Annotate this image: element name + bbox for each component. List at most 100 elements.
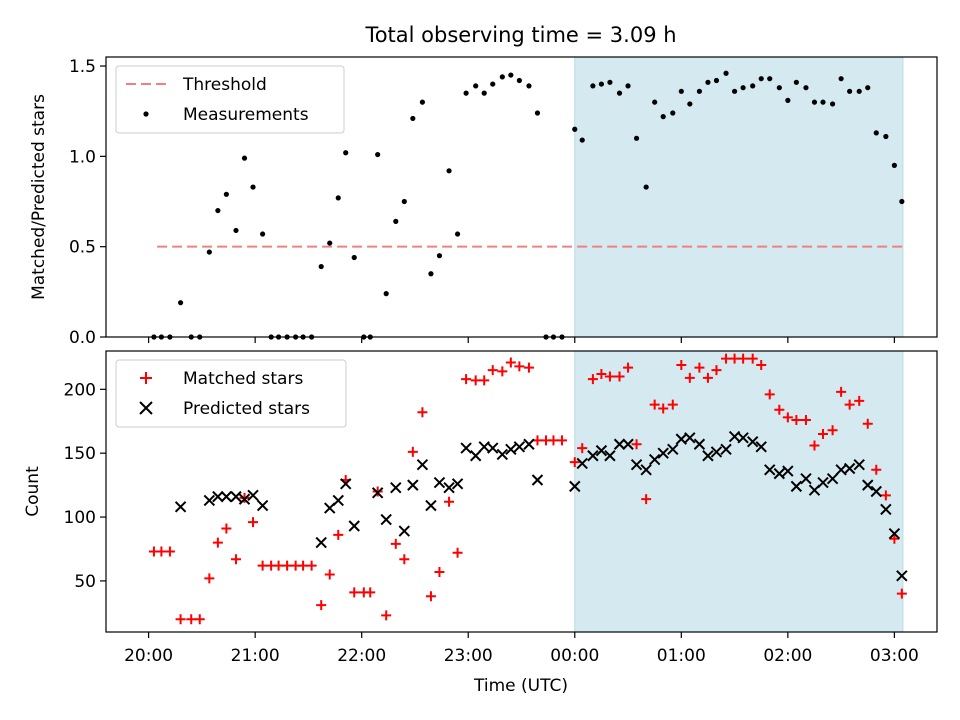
data-point	[250, 184, 256, 190]
data-point	[746, 435, 759, 448]
data-point	[764, 464, 776, 476]
data-point	[390, 538, 401, 549]
data-point	[470, 375, 481, 386]
data-point	[481, 90, 487, 96]
data-point	[428, 271, 434, 277]
data-point	[433, 476, 446, 489]
data-point	[684, 372, 695, 383]
data-point	[156, 546, 167, 557]
data-point	[595, 444, 608, 457]
data-point	[215, 207, 221, 214]
data-point	[505, 357, 516, 368]
data-point	[513, 441, 526, 453]
data-point	[785, 97, 791, 103]
data-point	[398, 525, 411, 537]
data-point	[381, 610, 392, 621]
data-point	[371, 487, 384, 499]
data-point	[399, 554, 410, 565]
data-point	[496, 448, 509, 461]
data-point	[896, 588, 907, 599]
data-point	[865, 85, 871, 91]
data-point	[332, 494, 344, 507]
data-point	[702, 450, 714, 462]
data-point	[365, 587, 376, 598]
data-point	[838, 76, 844, 82]
data-point	[818, 429, 829, 440]
data-point	[316, 600, 327, 611]
data-point	[401, 198, 407, 205]
data-point	[888, 527, 901, 540]
data-point	[443, 481, 455, 494]
data-point	[556, 435, 567, 446]
data-point	[343, 150, 349, 156]
data-point	[383, 291, 389, 297]
legend-label: Predicted stars	[183, 399, 310, 419]
plot-frame	[105, 350, 938, 633]
data-point	[247, 489, 259, 502]
data-point	[713, 77, 720, 84]
data-point	[451, 478, 464, 490]
data-point	[393, 218, 399, 224]
data-point	[324, 569, 335, 580]
shaded-region	[574, 350, 904, 633]
data-point	[598, 81, 605, 87]
legend-label: Matched stars	[183, 369, 303, 389]
data-point	[596, 368, 607, 379]
x-axis-label: Time (UTC)	[473, 676, 568, 696]
data-point	[684, 432, 696, 444]
data-point	[678, 88, 684, 94]
data-point	[469, 450, 482, 462]
data-point	[508, 72, 514, 78]
data-point	[164, 546, 175, 557]
data-point	[793, 79, 799, 85]
data-point	[829, 101, 836, 107]
data-point	[479, 375, 490, 386]
data-point	[755, 441, 767, 453]
shaded-region	[574, 56, 904, 338]
data-point	[204, 573, 215, 584]
data-point	[514, 361, 525, 372]
data-point	[577, 443, 588, 454]
data-point	[497, 366, 508, 377]
data-point	[614, 371, 625, 382]
data-point	[425, 591, 436, 602]
data-point	[604, 450, 616, 462]
data-point	[630, 458, 643, 471]
data-point	[625, 83, 631, 89]
data-point	[463, 90, 469, 96]
data-point	[238, 493, 251, 505]
data-point	[631, 439, 642, 450]
y-tick-label: 200	[64, 380, 96, 400]
data-point	[648, 453, 661, 466]
data-point	[843, 462, 856, 475]
data-point	[194, 614, 205, 625]
data-point	[737, 432, 749, 444]
data-point	[710, 446, 723, 458]
data-point	[461, 374, 472, 385]
data-point	[248, 517, 259, 528]
data-point	[526, 83, 532, 89]
data-point	[738, 353, 749, 364]
data-point	[523, 362, 534, 373]
data-point	[257, 560, 268, 571]
data-point	[782, 465, 794, 477]
data-point	[652, 99, 658, 105]
data-point	[212, 537, 223, 548]
x-tick-label: 21:00	[231, 646, 280, 666]
data-point	[256, 499, 269, 512]
data-point	[758, 76, 764, 82]
data-point	[587, 374, 598, 385]
y-axis-label: Count	[23, 466, 43, 517]
data-point	[587, 450, 599, 462]
data-point	[790, 480, 803, 493]
series-matched-stars	[148, 353, 907, 625]
data-point	[844, 399, 855, 410]
data-point	[351, 254, 357, 261]
plot-frame	[105, 56, 938, 338]
data-point	[298, 560, 309, 571]
data-point	[660, 114, 666, 120]
data-point	[791, 414, 802, 425]
data-point	[883, 133, 889, 140]
data-point	[452, 547, 463, 558]
data-point	[174, 501, 187, 513]
